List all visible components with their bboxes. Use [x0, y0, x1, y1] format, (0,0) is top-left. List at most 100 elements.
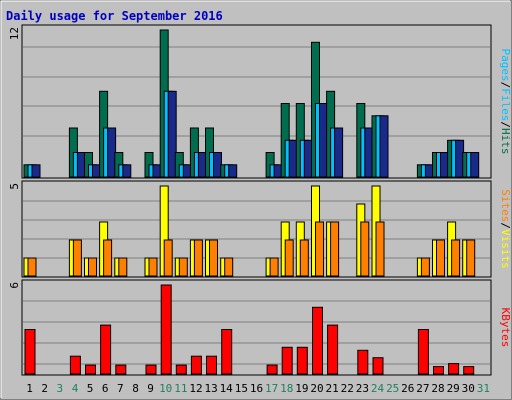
x-tick-label-3: 3 — [56, 382, 63, 395]
bar-sites-day-20 — [315, 221, 324, 277]
bar-pages-day-30 — [470, 152, 480, 178]
bar-sites-day-18 — [284, 239, 294, 277]
bar-kbytes-day-18 — [281, 346, 293, 375]
x-tick-label-5: 5 — [87, 382, 94, 395]
bar-kbytes-day-1 — [24, 329, 36, 375]
legend-separator: / — [499, 82, 512, 89]
legend-visits_sites: Sites/Visits — [499, 189, 512, 269]
bar-pages-day-7 — [122, 164, 132, 178]
bar-pages-day-21 — [334, 127, 344, 178]
legend-kbytes: KBytes — [499, 308, 512, 348]
bar-kbytes-day-14 — [221, 329, 233, 375]
bar-kbytes-day-30 — [463, 366, 475, 375]
bar-sites-day-12 — [193, 239, 203, 277]
chart-title: Daily usage for September 2016 — [6, 9, 223, 23]
y-max-label: 6 — [8, 282, 21, 289]
bar-sites-day-7 — [118, 257, 128, 277]
x-tick-label-18: 18 — [280, 382, 293, 395]
x-tick-label-7: 7 — [117, 382, 124, 395]
bar-kbytes-day-10 — [160, 284, 172, 375]
x-tick-label-2: 2 — [41, 382, 48, 395]
panel-kbytes: 6 KBytes — [8, 279, 512, 376]
legend-hits_files_pages: Pages/Files/Hits — [499, 49, 512, 155]
legend-item-hits: Hits — [499, 128, 512, 155]
x-axis-labels: 1 2 3 4 5 6 7 8 9 10 11 12 13 14 15 16 17 18 19 20 21 22 23 24 2… — [26, 382, 490, 395]
bar-kbytes-day-29 — [448, 363, 460, 375]
bar-sites-day-9 — [148, 257, 158, 277]
x-tick-label-21: 21 — [325, 382, 338, 395]
bar-sites-day-11 — [178, 257, 188, 277]
bar-kbytes-day-20 — [312, 306, 323, 375]
x-tick-label-1: 1 — [26, 382, 33, 395]
bar-pages-day-10 — [167, 90, 177, 178]
bar-sites-day-4 — [72, 239, 82, 277]
bar-sites-day-24 — [375, 221, 385, 277]
x-tick-label-14: 14 — [220, 382, 234, 395]
bar-kbytes-day-27 — [417, 329, 429, 375]
x-tick-label-6: 6 — [102, 382, 109, 395]
bar-kbytes-day-28 — [433, 366, 444, 375]
x-tick-label-4: 4 — [72, 382, 79, 395]
bar-kbytes-day-11 — [175, 364, 187, 375]
bar-sites-day-6 — [103, 239, 113, 277]
x-tick-label-30: 30 — [462, 382, 475, 395]
bar-sites-day-27 — [420, 257, 430, 277]
bar-sites-day-5 — [88, 257, 97, 277]
bar-kbytes-day-5 — [85, 364, 96, 375]
x-tick-label-19: 19 — [295, 382, 308, 395]
bar-kbytes-day-6 — [100, 324, 112, 375]
x-tick-label-11: 11 — [174, 382, 187, 395]
bar-kbytes-day-24 — [372, 357, 384, 375]
x-tick-label-22: 22 — [341, 382, 354, 395]
bar-kbytes-day-13 — [206, 355, 217, 375]
x-tick-label-28: 28 — [431, 382, 444, 395]
bar-kbytes-day-9 — [145, 364, 157, 375]
legend-item-kbytes: KBytes — [499, 308, 512, 348]
bar-kbytes-day-12 — [190, 355, 202, 375]
bar-sites-day-29 — [451, 239, 461, 277]
bar-sites-day-21 — [330, 221, 340, 277]
legend-separator: / — [499, 222, 512, 229]
bar-pages-day-14 — [228, 164, 238, 178]
x-tick-label-13: 13 — [204, 382, 217, 395]
legend-item-files: Files — [499, 88, 512, 121]
bar-pages-day-24 — [379, 115, 389, 178]
legend-separator: / — [499, 121, 512, 128]
x-tick-label-31: 31 — [477, 382, 490, 395]
bar-kbytes-day-23 — [357, 349, 369, 375]
bar-sites-day-17 — [269, 257, 279, 277]
y-max-label: 5 — [8, 183, 21, 190]
legend-item-pages: Pages — [499, 49, 512, 82]
x-tick-label-25: 25 — [386, 382, 399, 395]
bar-sites-day-23 — [360, 221, 370, 277]
x-tick-label-15: 15 — [235, 382, 248, 395]
bar-kbytes-day-21 — [327, 324, 339, 375]
x-tick-label-17: 17 — [265, 382, 278, 395]
bar-sites-day-19 — [299, 239, 309, 277]
x-tick-label-27: 27 — [416, 382, 429, 395]
y-max-label: 12 — [8, 27, 21, 40]
bar-pages-day-1 — [31, 164, 41, 178]
legend-item-visits: Visits — [499, 229, 512, 269]
x-tick-label-24: 24 — [371, 382, 385, 395]
legend-item-sites: Sites — [499, 189, 512, 222]
x-tick-label-20: 20 — [310, 382, 323, 395]
bar-sites-day-30 — [466, 239, 476, 277]
x-tick-label-29: 29 — [447, 382, 460, 395]
x-tick-label-9: 9 — [147, 382, 154, 395]
bar-sites-day-10 — [163, 239, 173, 277]
x-tick-label-12: 12 — [189, 382, 202, 395]
bar-kbytes-day-7 — [115, 364, 127, 375]
bar-kbytes-day-17 — [266, 364, 278, 375]
bar-sites-day-1 — [27, 257, 37, 277]
bar-sites-day-14 — [224, 257, 234, 277]
x-tick-label-8: 8 — [132, 382, 139, 395]
x-tick-label-23: 23 — [356, 382, 369, 395]
x-tick-label-10: 10 — [159, 382, 172, 395]
panel-visits_sites: 5 Sites/Visits — [8, 180, 512, 278]
bar-sites-day-28 — [436, 239, 445, 277]
